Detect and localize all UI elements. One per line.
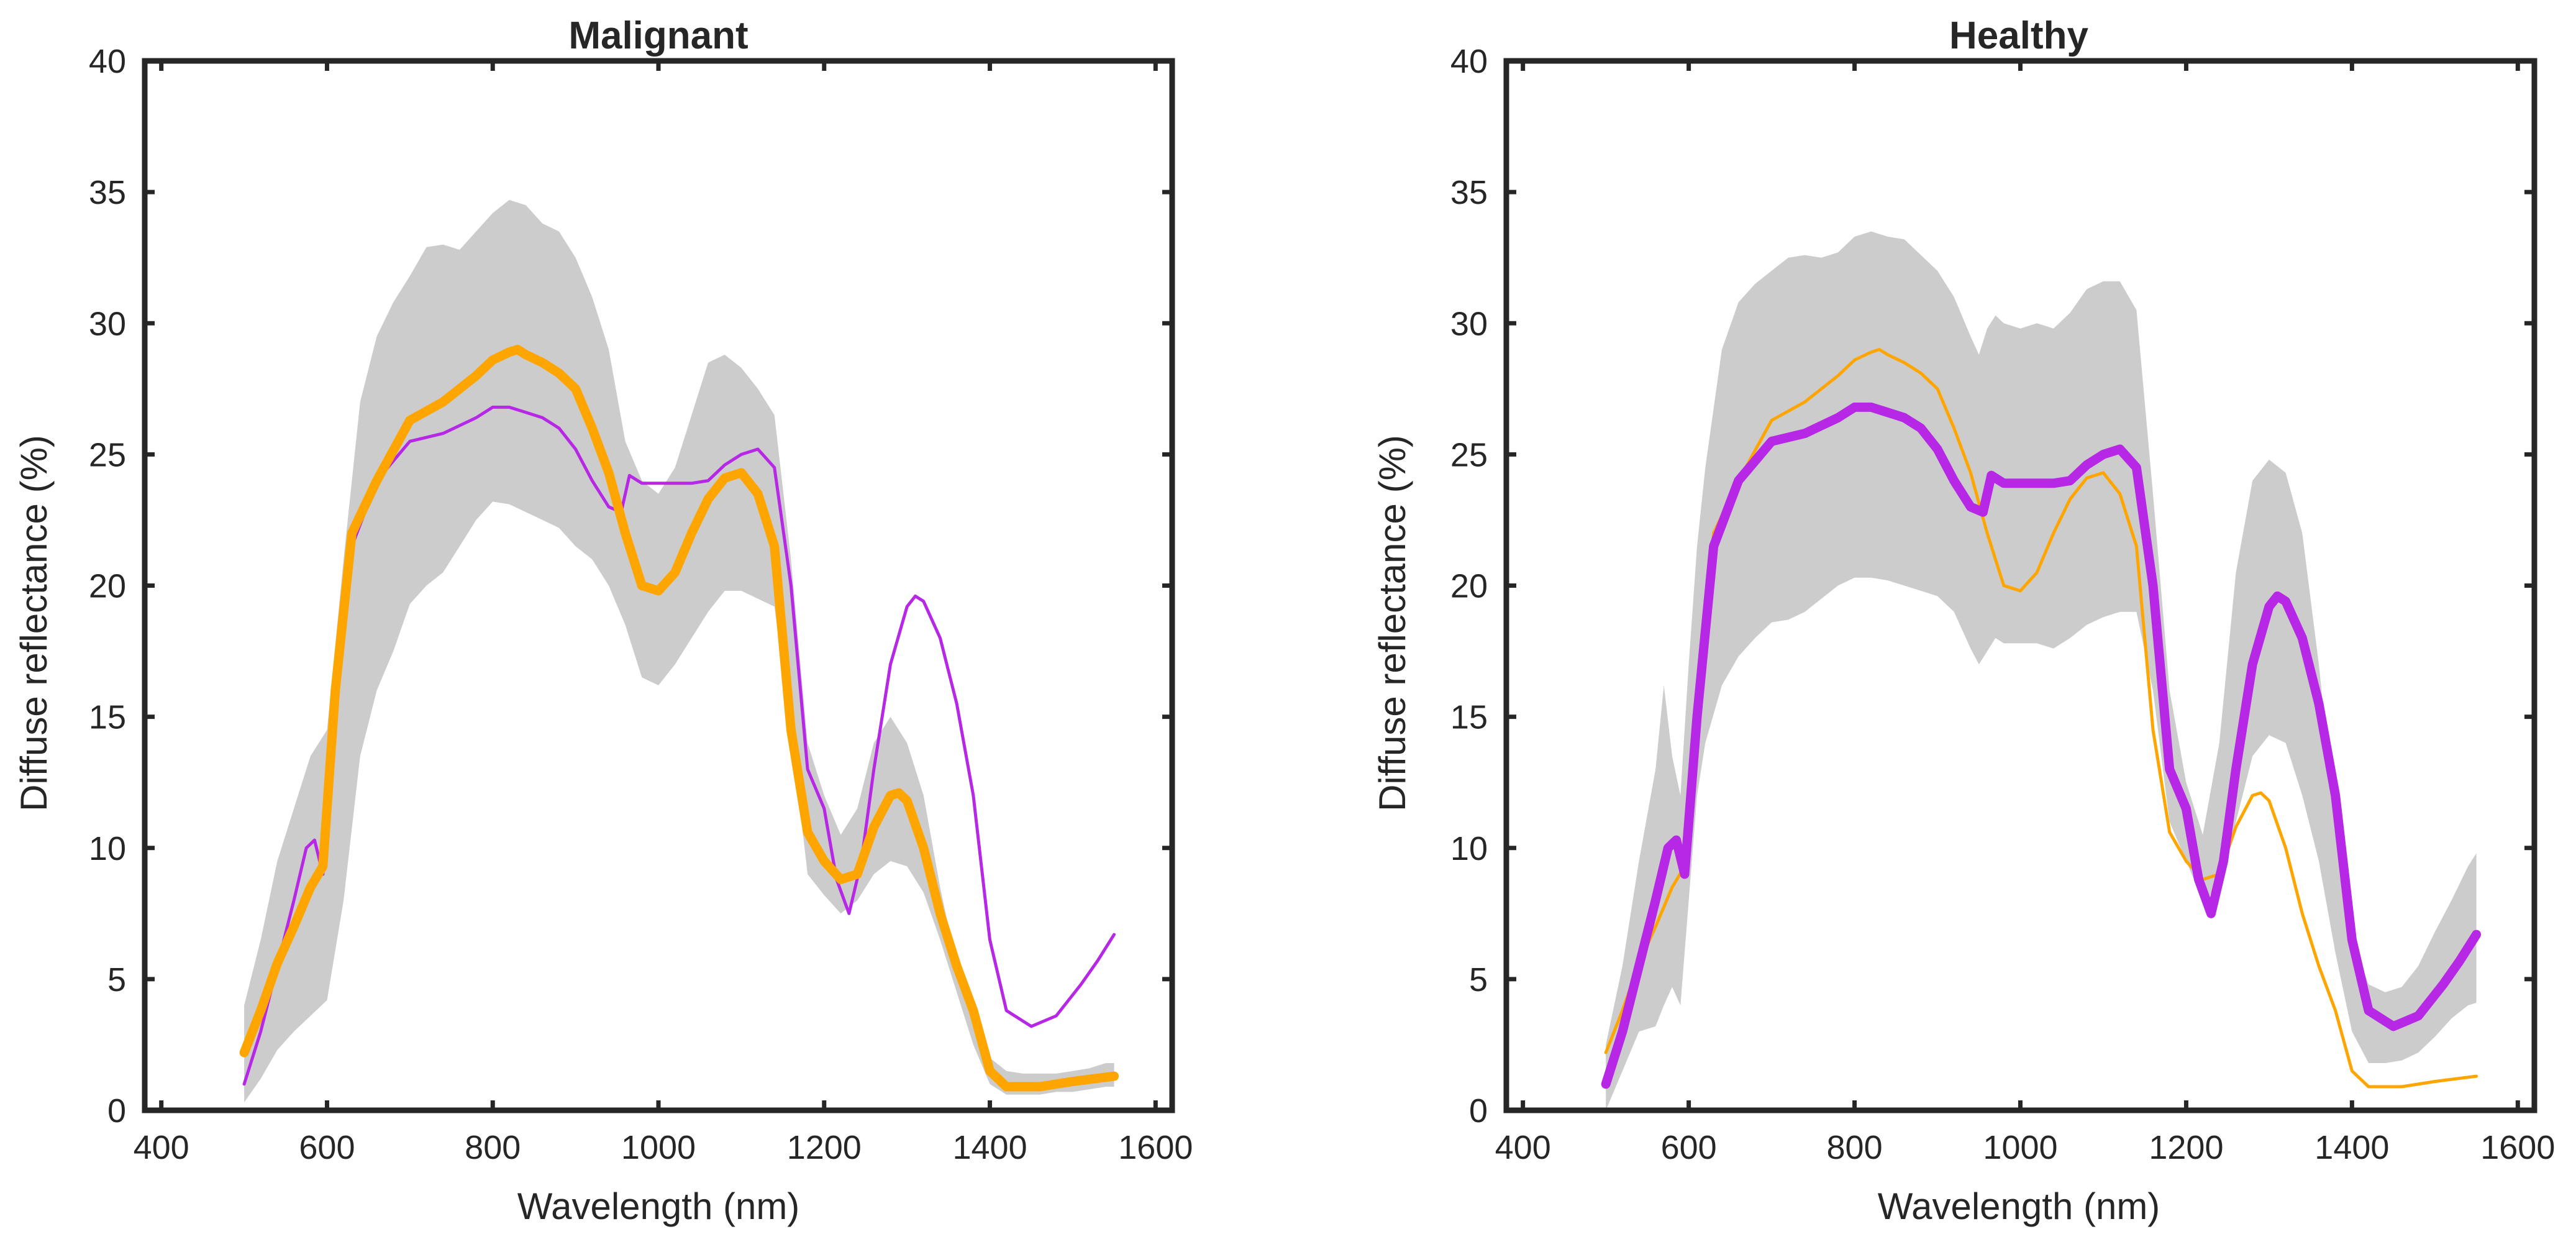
y-tick-label: 15: [1450, 699, 1488, 736]
x-tick-label: 1000: [621, 1129, 696, 1166]
x-tick-label: 600: [1661, 1129, 1717, 1166]
x-tick-label: 400: [1495, 1129, 1551, 1166]
x-axis-label: Wavelength (nm): [1878, 1185, 2160, 1227]
std-band: [1606, 231, 2477, 1110]
y-axis-label: Diffuse reflectance (%): [13, 435, 55, 811]
y-tick-label: 30: [1450, 305, 1488, 342]
x-axis-label: Wavelength (nm): [517, 1185, 800, 1227]
y-tick-label: 20: [1450, 568, 1488, 605]
x-tick-label: 400: [134, 1129, 189, 1166]
std-band: [244, 199, 1114, 1103]
y-tick-label: 5: [107, 961, 126, 998]
y-tick-label: 30: [89, 305, 126, 342]
y-tick-label: 20: [89, 568, 126, 605]
x-tick-label: 1000: [1983, 1129, 2057, 1166]
y-tick-label: 10: [1450, 830, 1488, 867]
x-tick-label: 800: [1827, 1129, 1883, 1166]
healthy-panel: Healthy Wavelength (nm) Diffuse reflecta…: [1372, 14, 2555, 1227]
y-tick-label: 15: [89, 699, 126, 736]
series-line-1: [239, 345, 1119, 1092]
y-tick-label: 25: [1450, 436, 1488, 473]
y-tick-label: 40: [1450, 43, 1488, 80]
series-line-1: [1601, 402, 2482, 1089]
y-tick-label: 25: [89, 436, 126, 473]
x-tick-label: 1200: [787, 1129, 862, 1166]
malignant-panel: Malignant Wavelength (nm) Diffuse reflec…: [13, 14, 1193, 1227]
y-axis-label: Diffuse reflectance (%): [1372, 435, 1413, 811]
y-tick-label: 35: [1450, 174, 1488, 211]
y-tick-label: 0: [107, 1092, 126, 1130]
x-tick-label: 800: [465, 1129, 521, 1166]
x-tick-label: 600: [299, 1129, 355, 1166]
x-tick-label: 1600: [2480, 1129, 2555, 1166]
x-tick-label: 1600: [1118, 1129, 1193, 1166]
y-tick-label: 5: [1469, 961, 1488, 998]
x-tick-label: 1400: [952, 1129, 1027, 1166]
y-tick-label: 0: [1469, 1092, 1488, 1130]
y-tick-label: 40: [89, 43, 126, 80]
chart-title: Healthy: [1949, 14, 2088, 57]
x-tick-label: 1200: [2149, 1129, 2223, 1166]
x-tick-label: 1400: [2314, 1129, 2389, 1166]
chart-title: Malignant: [568, 14, 748, 57]
y-tick-label: 35: [89, 174, 126, 211]
y-tick-label: 10: [89, 830, 126, 867]
